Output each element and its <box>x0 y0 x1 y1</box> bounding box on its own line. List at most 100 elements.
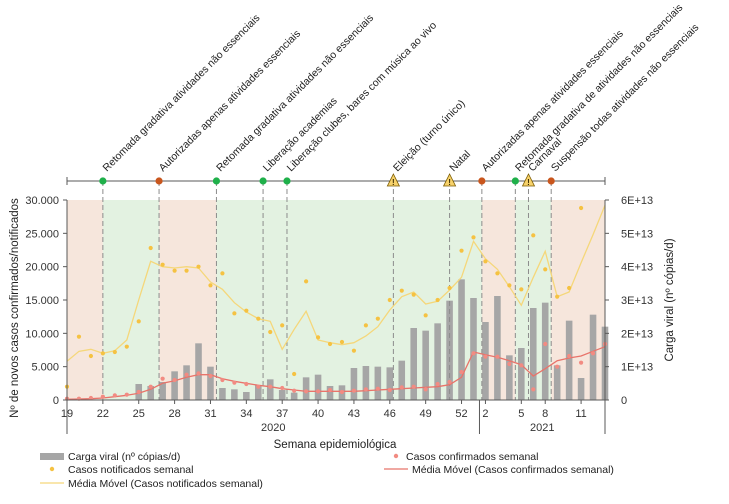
viral-load-bar-11 <box>266 379 274 400</box>
left-tick-label: 0 <box>53 395 59 407</box>
case-point-0-41 <box>555 364 560 369</box>
year-label: 2020 <box>261 422 285 434</box>
left-tick-label: 5.000 <box>31 362 59 374</box>
viral-load-bar-4 <box>183 365 190 400</box>
case-point-1-38 <box>519 287 524 292</box>
case-point-1-1 <box>76 334 82 339</box>
right-tick-label: 3E+13 <box>621 295 653 307</box>
viral-load-bar-7 <box>219 388 226 400</box>
event-marker-green-4 <box>283 177 291 185</box>
legend-label-3: Média Móvel (Casos confirmados semanal) <box>412 464 614 476</box>
case-point-0-40 <box>543 341 548 347</box>
viral-load-bar-29 <box>482 322 489 400</box>
viral-load-bar-6 <box>207 366 214 400</box>
case-point-1-29 <box>411 292 416 297</box>
viral-load-bar-19 <box>362 366 370 400</box>
left-tick-label: 30.000 <box>25 195 59 207</box>
case-point-0-24 <box>351 388 357 393</box>
right-tick-label: 5E+13 <box>621 228 653 240</box>
x-axis-title: Semana epidemiológica <box>274 439 397 451</box>
viral-load-bar-30 <box>494 296 501 400</box>
legend-label-4: Média Móvel (Casos notificados semanal) <box>68 478 263 490</box>
event-marker-green-8 <box>511 177 519 185</box>
right-tick-label: 4E+13 <box>621 262 653 274</box>
legend: Carga viral (nº cópias/d) Casos confirmad… <box>40 451 614 490</box>
viral-load-bar-13 <box>290 392 298 400</box>
case-point-0-32 <box>447 379 452 385</box>
left-axis-title: Nº de novos casos confirmados/notificado… <box>9 198 21 418</box>
viral-load-bar-23 <box>410 328 417 400</box>
case-point-1-19 <box>292 371 297 377</box>
case-point-0-28 <box>399 385 404 390</box>
case-point-1-26 <box>375 316 380 321</box>
moving-average-line-0 <box>66 346 606 400</box>
x-tick-label: 43 <box>348 408 360 420</box>
viral-load-bar-24 <box>422 330 429 400</box>
case-point-1-16 <box>256 316 261 321</box>
right-tick-label: 6E+13 <box>621 195 653 207</box>
right-tick-label: 1E+13 <box>621 362 653 374</box>
legend-swatch-bar <box>40 453 64 460</box>
case-point-0-31 <box>435 381 440 387</box>
legend-label-2: Casos notificados semanal <box>68 464 193 476</box>
case-point-0-27 <box>387 387 392 393</box>
case-point-0-36 <box>495 354 500 359</box>
case-point-0-30 <box>423 387 428 392</box>
case-point-1-33 <box>459 248 464 253</box>
case-point-0-25 <box>363 387 368 392</box>
warning-icon <box>386 173 401 187</box>
phase-band-0 <box>67 200 103 400</box>
case-point-0-6 <box>136 389 141 395</box>
viral-load-bar-38 <box>589 314 597 400</box>
warning-icon <box>521 173 536 187</box>
case-point-1-22 <box>327 341 333 347</box>
viral-load-bar-33 <box>529 308 537 400</box>
legend-label-0: Carga viral (nº cópias/d) <box>68 451 180 463</box>
x-tick-label: 37 <box>276 408 288 420</box>
case-point-1-39 <box>531 233 536 238</box>
viral-load-bar-12 <box>278 390 286 400</box>
viral-load-bar-34 <box>541 302 549 400</box>
x-tick-label: 5 <box>518 408 524 420</box>
case-point-1-36 <box>495 271 500 276</box>
case-point-0-20 <box>304 389 309 394</box>
x-tick-label: 8 <box>542 408 548 420</box>
case-point-1-37 <box>507 283 512 288</box>
viral-load-bar-36 <box>565 320 573 400</box>
case-point-1-43 <box>578 205 584 211</box>
case-point-1-27 <box>387 297 392 303</box>
case-point-0-15 <box>244 381 249 387</box>
x-tick-label: 49 <box>420 408 432 420</box>
case-point-1-28 <box>399 288 404 293</box>
case-point-1-11 <box>196 264 201 269</box>
legend-label-1: Casos confirmados semanal <box>406 451 538 463</box>
viral-load-bar-27 <box>458 279 465 400</box>
case-point-0-34 <box>471 351 476 356</box>
case-point-1-5 <box>124 344 129 349</box>
case-point-1-8 <box>160 262 165 267</box>
event-marker-green-3 <box>259 177 267 185</box>
case-point-1-15 <box>244 308 249 313</box>
case-point-0-5 <box>124 392 129 397</box>
viral-load-bar-1 <box>147 386 154 400</box>
viral-load-bar-8 <box>231 389 238 400</box>
phase-band-1 <box>102 200 160 400</box>
case-point-1-13 <box>220 271 225 276</box>
x-tick-label: 34 <box>240 408 252 420</box>
case-point-1-14 <box>232 311 237 316</box>
warning-icon-mark: ! <box>527 178 530 187</box>
viral-load-bar-9 <box>243 392 250 400</box>
x-tick-label: 11 <box>575 408 586 420</box>
case-point-1-17 <box>268 329 273 335</box>
event-marker-green-2 <box>212 177 221 185</box>
case-point-1-30 <box>423 313 428 318</box>
case-point-1-23 <box>339 339 345 345</box>
case-point-1-31 <box>435 297 440 303</box>
case-point-0-12 <box>208 373 213 379</box>
case-point-0-23 <box>339 389 345 395</box>
case-point-1-12 <box>208 283 213 288</box>
case-point-0-11 <box>196 371 201 376</box>
case-point-0-2 <box>88 395 94 401</box>
